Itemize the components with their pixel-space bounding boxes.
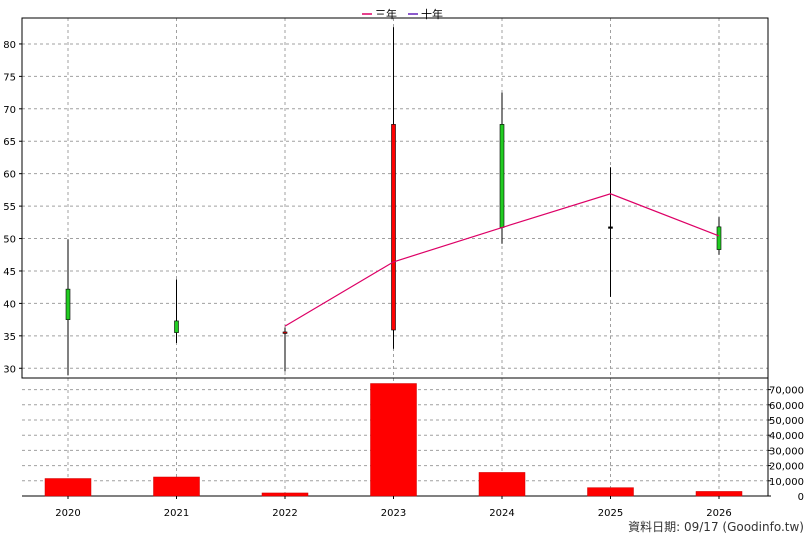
price-tick-label: 40 [3,299,16,310]
volume-tick-label: 10,000 [769,477,804,488]
price-tick-label: 75 [3,72,16,83]
three-year-line-path [284,193,720,327]
volume-tick-label: 50,000 [769,416,804,427]
three-year-line [284,193,720,327]
candle-body-2025 [608,226,613,229]
x-tick-label: 2024 [489,508,514,519]
candle-body-2020 [65,288,71,320]
volume-tick-label: 30,000 [769,446,804,457]
legend-label-1: 十年 [421,7,443,21]
volume-tick-label: 20,000 [769,462,804,473]
candle-body-2023 [391,124,396,331]
x-tick-label: 2025 [598,508,623,519]
volume-bar-2020 [44,478,92,497]
x-tick-label: 2021 [164,508,189,519]
price-tick-label: 55 [3,202,16,213]
volume-bar-2024 [478,472,526,497]
volume-bar-2026 [695,491,743,497]
price-tick-label: 65 [3,137,16,148]
price-axis-ticks: 30 35 40 45 50 55 60 65 70 75 80 [3,40,22,375]
volume-bar-2025 [587,487,634,497]
x-tick-label: 2020 [55,508,80,519]
volume-bars [44,383,743,497]
price-tick-label: 70 [3,105,16,116]
volume-bar-2021 [153,476,200,497]
price-tick-label: 50 [3,235,16,246]
candlesticks [65,27,722,376]
legend: 三年 十年 [362,7,443,21]
price-tick-label: 30 [3,364,16,375]
candle-body-2024 [499,124,505,228]
volume-tick-label: 0 [798,492,804,503]
volume-tick-label: 60,000 [769,401,804,412]
volume-axis-ticks: 0 10,000 20,000 30,000 40,000 50,000 60,000 70,… [768,386,804,503]
price-tick-label: 60 [3,170,16,181]
volume-bar-2022 [261,492,309,497]
price-tick-label: 35 [3,332,16,343]
x-tick-label: 2026 [706,508,731,519]
candle-body-2021 [174,320,179,333]
x-tick-label: 2022 [272,508,297,519]
data-date-footer: 資料日期: 09/17 (Goodinfo.tw) [628,520,804,534]
volume-tick-label: 40,000 [769,431,804,442]
price-plot-frame [21,17,769,379]
price-tick-label: 45 [3,267,16,278]
volume-bar-2023 [370,383,417,497]
volume-tick-label: 70,000 [769,386,804,397]
x-axis-ticks: 2020 2021 2022 2023 2024 2025 2026 [55,496,732,519]
candle-body-2026 [716,226,722,250]
price-tick-label: 80 [3,40,16,51]
candle-body-2022 [282,331,288,334]
x-tick-label: 2023 [381,508,406,519]
